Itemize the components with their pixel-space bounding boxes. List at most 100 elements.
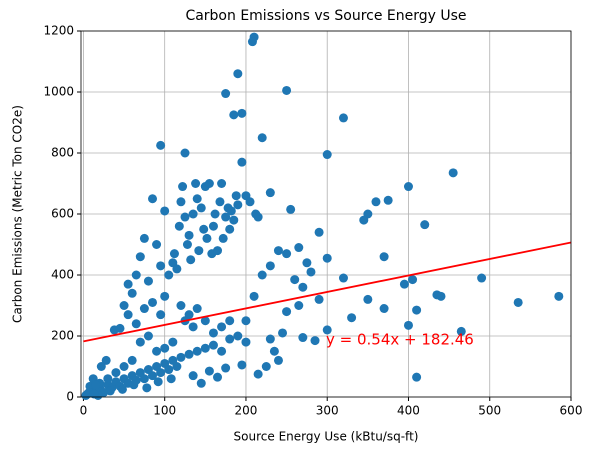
y-tick-label: 1000 — [43, 85, 74, 99]
point — [233, 69, 243, 79]
point — [127, 288, 137, 298]
point — [233, 200, 243, 210]
point — [269, 346, 279, 356]
point — [225, 316, 235, 326]
point — [101, 355, 111, 365]
y-tick-label: 600 — [51, 207, 74, 221]
point — [221, 212, 231, 222]
point — [180, 148, 190, 158]
point — [322, 325, 332, 335]
point — [194, 246, 204, 256]
point — [129, 380, 139, 390]
point — [217, 322, 227, 332]
point — [188, 322, 198, 332]
point — [265, 188, 275, 198]
point — [184, 310, 194, 320]
point — [213, 372, 223, 382]
point — [204, 179, 214, 188]
point — [477, 273, 487, 283]
point — [208, 221, 218, 231]
point — [172, 362, 182, 371]
point — [253, 212, 263, 222]
point — [257, 270, 267, 280]
point — [420, 220, 430, 230]
point — [192, 346, 202, 356]
x-tick-label: 600 — [560, 404, 583, 418]
point — [383, 195, 393, 205]
point — [371, 197, 381, 207]
point — [221, 89, 231, 99]
point — [233, 331, 243, 341]
point — [218, 233, 228, 243]
point — [249, 291, 259, 301]
point — [306, 267, 316, 277]
point — [226, 206, 236, 216]
point — [172, 264, 182, 274]
point — [265, 334, 275, 344]
point — [436, 291, 446, 301]
point — [131, 319, 141, 329]
chart-title: Carbon Emissions vs Source Energy Use — [185, 8, 466, 24]
point — [156, 140, 166, 150]
point — [169, 249, 179, 259]
point — [298, 282, 308, 292]
point — [156, 368, 166, 378]
point — [200, 343, 210, 353]
point — [196, 203, 206, 213]
point — [178, 182, 188, 192]
point — [359, 215, 369, 225]
point — [213, 246, 223, 256]
point — [188, 209, 198, 219]
point — [257, 133, 267, 143]
point — [302, 258, 312, 268]
plot-frame — [80, 30, 572, 398]
point — [148, 371, 158, 381]
point — [202, 233, 212, 243]
point — [282, 307, 292, 317]
point — [143, 331, 153, 341]
point — [156, 310, 166, 320]
point — [241, 337, 251, 347]
point — [164, 365, 174, 375]
point — [152, 240, 162, 249]
point — [204, 366, 214, 376]
point — [245, 197, 255, 207]
y-tick-label: 0 — [66, 390, 74, 404]
point — [176, 301, 186, 310]
point — [115, 323, 125, 333]
point — [139, 374, 149, 384]
point — [182, 240, 192, 249]
point — [143, 276, 153, 286]
point — [513, 297, 523, 307]
point — [282, 85, 292, 95]
point — [184, 349, 194, 359]
point — [225, 224, 235, 234]
point — [196, 378, 206, 388]
point — [180, 212, 190, 222]
point — [184, 230, 194, 240]
point — [237, 360, 247, 370]
point — [210, 209, 220, 219]
point — [103, 374, 113, 384]
point — [208, 340, 218, 350]
point — [192, 194, 202, 204]
point — [322, 150, 332, 160]
point — [123, 310, 133, 320]
point — [379, 252, 389, 262]
point — [456, 326, 466, 336]
point — [186, 255, 196, 265]
point — [217, 179, 227, 188]
point — [403, 320, 413, 330]
point — [261, 362, 271, 371]
point — [273, 246, 283, 256]
point — [208, 328, 218, 338]
point — [225, 334, 235, 344]
point — [148, 194, 158, 204]
point — [117, 384, 127, 394]
y-tick-label: 200 — [51, 329, 74, 343]
point — [91, 380, 101, 390]
point — [200, 316, 210, 326]
point — [229, 110, 239, 120]
point — [160, 291, 170, 301]
